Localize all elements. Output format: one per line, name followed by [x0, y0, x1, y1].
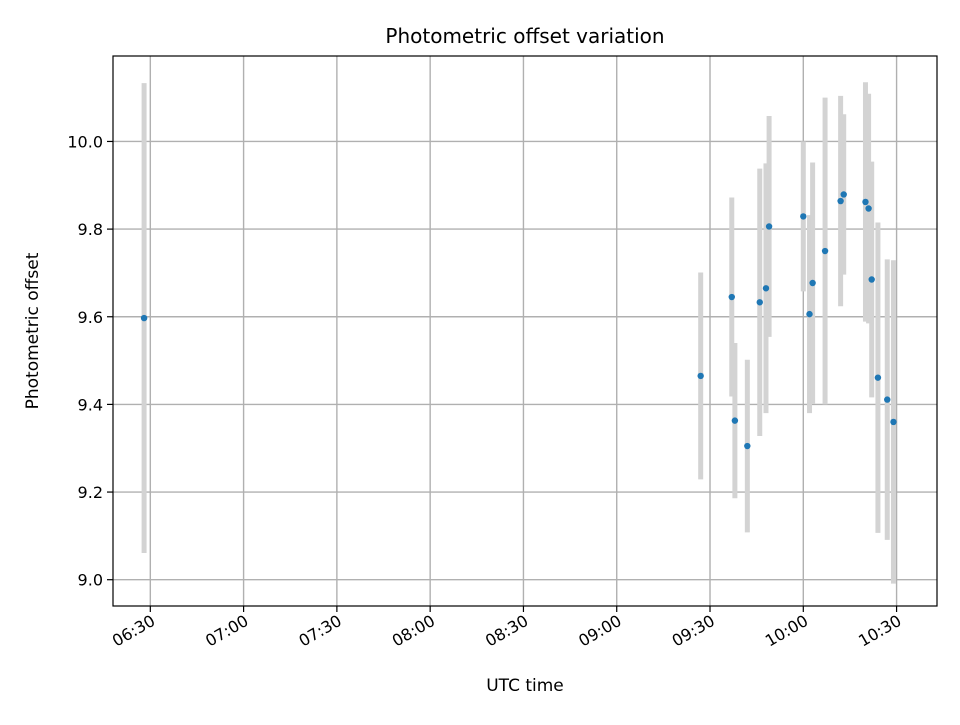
data-point — [869, 276, 875, 282]
y-axis-label: Photometric offset — [23, 252, 43, 409]
data-point — [800, 213, 806, 219]
data-point — [757, 299, 763, 305]
y-tick-label: 9.4 — [78, 395, 103, 414]
y-tick-label: 9.0 — [78, 571, 103, 590]
data-point — [865, 205, 871, 211]
data-point — [732, 417, 738, 423]
data-point — [809, 280, 815, 286]
data-point — [744, 443, 750, 449]
data-point — [141, 315, 147, 321]
y-tick-label: 9.2 — [78, 483, 103, 502]
x-axis-label: UTC time — [486, 676, 564, 696]
y-tick-label: 9.6 — [78, 308, 103, 327]
data-point — [884, 396, 890, 402]
data-point — [806, 311, 812, 317]
data-point — [862, 199, 868, 205]
chart-title: Photometric offset variation — [385, 24, 664, 48]
y-tick-label: 10.0 — [67, 132, 103, 151]
data-point — [890, 419, 896, 425]
data-point — [763, 285, 769, 291]
data-point — [729, 294, 735, 300]
data-point — [822, 248, 828, 254]
data-point — [697, 373, 703, 379]
y-tick-label: 9.8 — [78, 220, 103, 239]
data-point — [875, 374, 881, 380]
data-point — [766, 223, 772, 229]
data-point — [837, 198, 843, 204]
data-point — [841, 191, 847, 197]
